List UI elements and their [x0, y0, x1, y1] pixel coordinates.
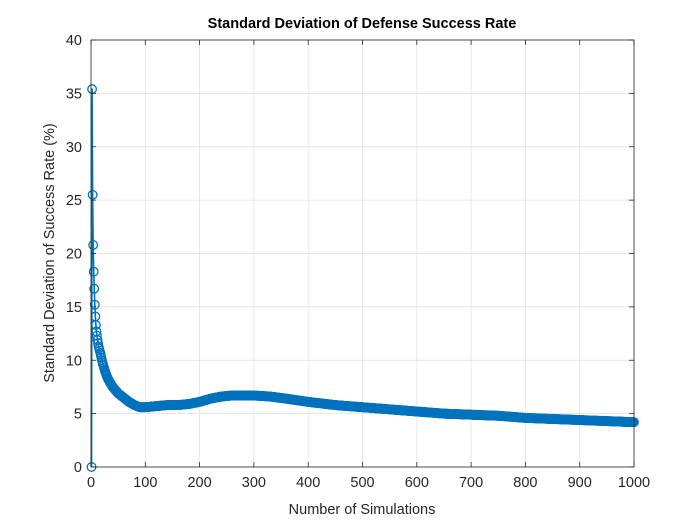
ticks: 0 100 200 300 400 500 600 700 800 900 1000 0 5 10 15 20…: [66, 33, 650, 491]
x-tick-label: 200: [187, 475, 211, 491]
x-tick-label: 400: [296, 475, 320, 491]
x-tick-label: 100: [133, 475, 157, 491]
data-point: [88, 266, 99, 277]
x-tick-label: 600: [405, 475, 429, 491]
y-tick-label: 15: [66, 300, 82, 316]
y-tick-label: 5: [74, 407, 82, 423]
data-point: [89, 283, 100, 294]
y-tick-label: 0: [74, 460, 82, 476]
x-tick-label: 1000: [618, 475, 650, 491]
y-tick-label: 20: [66, 247, 82, 263]
data-point: [88, 240, 99, 250]
data-point: [87, 189, 98, 200]
x-tick-label: 500: [350, 475, 374, 491]
x-tick-label: 300: [242, 475, 266, 491]
x-tick-label: 0: [87, 475, 95, 491]
x-tick-label: 900: [568, 475, 592, 491]
y-tick-label: 35: [66, 86, 82, 102]
y-tick-label: 10: [66, 353, 82, 369]
data-point: [92, 330, 102, 341]
series-layer: [86, 84, 639, 472]
y-tick-label: 30: [66, 140, 82, 156]
x-axis-label: Number of Simulations: [289, 502, 436, 518]
y-tick-label: 40: [66, 33, 82, 49]
x-tick-label: 700: [459, 475, 483, 491]
y-tick-label: 25: [66, 193, 82, 209]
data-point: [90, 320, 101, 330]
chart-title: Standard Deviation of Defense Success Ra…: [208, 16, 517, 32]
x-tick-label: 800: [513, 475, 537, 491]
y-axis-label: Standard Deviation of Success Rate (%): [42, 123, 58, 383]
data-point: [89, 299, 100, 310]
